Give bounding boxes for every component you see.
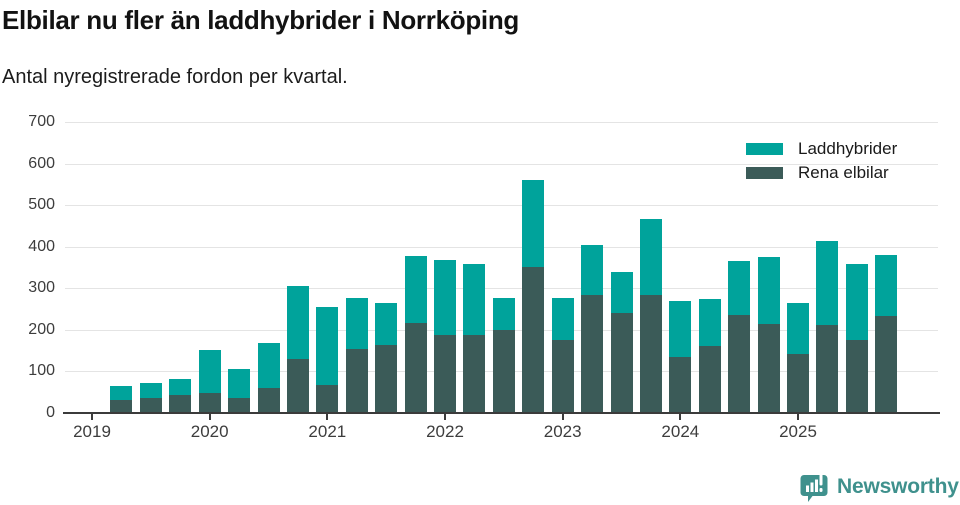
bar-rena-elbilar-2022-Q3 xyxy=(492,330,515,413)
y-tick-label-600: 600 xyxy=(28,154,55,172)
y-tick-label-500: 500 xyxy=(28,196,55,214)
newsworthy-wordmark: Newsworthy xyxy=(837,475,959,498)
bar-laddhybrider-2020-Q4 xyxy=(286,286,309,360)
x-tick-2022 xyxy=(444,412,446,420)
bar-laddhybrider-2020-Q1 xyxy=(198,350,221,393)
bar-laddhybrider-2025-Q2 xyxy=(816,241,839,325)
bar-laddhybrider-2021-Q1 xyxy=(316,306,339,386)
bar-rena-elbilar-2025-Q4 xyxy=(875,315,898,413)
bar-rena-elbilar-2023-Q2 xyxy=(581,295,604,413)
x-tick-label-2023: 2023 xyxy=(543,422,582,441)
gridline-700 xyxy=(65,122,938,124)
x-tick-label-2025: 2025 xyxy=(779,422,817,441)
bar-laddhybrider-2024-Q2 xyxy=(698,298,721,347)
bar-laddhybrider-2024-Q4 xyxy=(757,257,780,324)
bar-rena-elbilar-2024-Q2 xyxy=(698,346,721,413)
bar-laddhybrider-2023-Q4 xyxy=(639,218,662,295)
legend-swatch-laddhybrider xyxy=(746,143,783,155)
y-tick-label-400: 400 xyxy=(28,237,55,255)
gridline-600 xyxy=(65,163,938,165)
bar-rena-elbilar-2024-Q3 xyxy=(728,315,751,413)
bar-rena-elbilar-2022-Q4 xyxy=(522,267,545,413)
bar-rena-elbilar-2023-Q3 xyxy=(610,313,633,413)
bar-rena-elbilar-2023-Q4 xyxy=(639,294,662,413)
legend-label: Laddhybrider xyxy=(798,139,898,158)
bar-laddhybrider-2019-Q2 xyxy=(110,385,133,401)
bar-laddhybrider-2023-Q1 xyxy=(551,297,574,340)
x-tick-label-2021: 2021 xyxy=(308,422,347,441)
x-tick-2024 xyxy=(679,412,682,420)
bar-rena-elbilar-2025-Q2 xyxy=(816,324,839,413)
bar-rena-elbilar-2021-Q3 xyxy=(375,344,398,413)
legend-label: Rena elbilar xyxy=(798,163,889,182)
chart-subtitle: Antal nyregistrerade fordon per kvartal. xyxy=(2,66,348,88)
bar-laddhybrider-2021-Q3 xyxy=(375,302,398,345)
legend-item-laddhybrider: Laddhybrider xyxy=(746,139,897,159)
x-tick-label-2020: 2020 xyxy=(190,422,229,441)
bar-rena-elbilar-2019-Q4 xyxy=(169,394,192,413)
bar-rena-elbilar-2023-Q1 xyxy=(551,339,574,413)
newsworthy-logo-icon xyxy=(799,471,829,503)
bar-laddhybrider-2021-Q2 xyxy=(345,298,368,350)
chart-title: Elbilar nu fler än laddhybrider i Norrkö… xyxy=(2,5,519,35)
legend-swatch-rena-elbilar xyxy=(746,167,783,179)
x-axis-line xyxy=(63,411,940,414)
y-tick-label-0: 0 xyxy=(46,403,55,421)
bar-rena-elbilar-2019-Q3 xyxy=(139,397,162,413)
bar-rena-elbilar-2020-Q1 xyxy=(198,392,221,413)
bar-rena-elbilar-2021-Q4 xyxy=(404,322,427,413)
bar-laddhybrider-2019-Q4 xyxy=(169,378,192,395)
bar-laddhybrider-2025-Q1 xyxy=(787,302,810,355)
bar-rena-elbilar-2025-Q3 xyxy=(845,340,868,413)
bar-laddhybrider-2019-Q3 xyxy=(139,383,162,398)
x-tick-2020 xyxy=(208,412,211,420)
gridline-400 xyxy=(65,246,938,248)
bar-rena-elbilar-2019-Q2 xyxy=(110,400,133,413)
bar-rena-elbilar-2022-Q1 xyxy=(434,334,456,413)
bar-laddhybrider-2023-Q2 xyxy=(581,244,604,296)
bar-laddhybrider-2021-Q4 xyxy=(404,256,427,323)
bar-rena-elbilar-2021-Q1 xyxy=(316,385,339,413)
bar-laddhybrider-2022-Q4 xyxy=(522,180,545,268)
bar-rena-elbilar-2020-Q4 xyxy=(286,359,309,413)
x-tick-2025 xyxy=(797,412,800,420)
bar-laddhybrider-2020-Q3 xyxy=(257,342,280,389)
bar-laddhybrider-2025-Q4 xyxy=(875,254,898,316)
x-tick-label-2024: 2024 xyxy=(661,422,700,441)
bar-laddhybrider-2023-Q3 xyxy=(610,272,633,314)
x-tick-2021 xyxy=(326,412,329,420)
legend-item-rena-elbilar: Rena elbilar xyxy=(746,163,889,183)
gridline-300 xyxy=(65,288,938,290)
bar-rena-elbilar-2020-Q2 xyxy=(228,397,251,413)
bar-laddhybrider-2024-Q1 xyxy=(669,300,692,358)
x-tick-2019 xyxy=(91,412,93,420)
bar-rena-elbilar-2021-Q2 xyxy=(345,349,368,413)
bar-rena-elbilar-2020-Q3 xyxy=(257,388,280,413)
bar-laddhybrider-2022-Q1 xyxy=(434,260,456,335)
y-tick-label-300: 300 xyxy=(28,279,55,297)
x-tick-label-2019: 2019 xyxy=(73,422,111,441)
bar-laddhybrider-2025-Q3 xyxy=(845,264,868,341)
bar-laddhybrider-2024-Q3 xyxy=(728,261,751,316)
bar-rena-elbilar-2024-Q4 xyxy=(757,323,780,413)
y-tick-label-700: 700 xyxy=(28,113,55,131)
gridline-500 xyxy=(65,205,938,207)
bar-laddhybrider-2020-Q2 xyxy=(228,369,251,398)
bar-laddhybrider-2022-Q3 xyxy=(492,297,515,331)
x-tick-2023 xyxy=(561,412,564,420)
newsworthy-logo: Newsworthy xyxy=(799,471,959,503)
x-tick-label-2022: 2022 xyxy=(426,422,464,441)
y-tick-label-200: 200 xyxy=(28,320,55,338)
bar-rena-elbilar-2022-Q2 xyxy=(463,334,486,413)
y-tick-label-100: 100 xyxy=(28,362,55,380)
bar-rena-elbilar-2025-Q1 xyxy=(787,354,810,413)
bar-laddhybrider-2022-Q2 xyxy=(463,264,486,335)
bar-rena-elbilar-2024-Q1 xyxy=(669,357,692,413)
